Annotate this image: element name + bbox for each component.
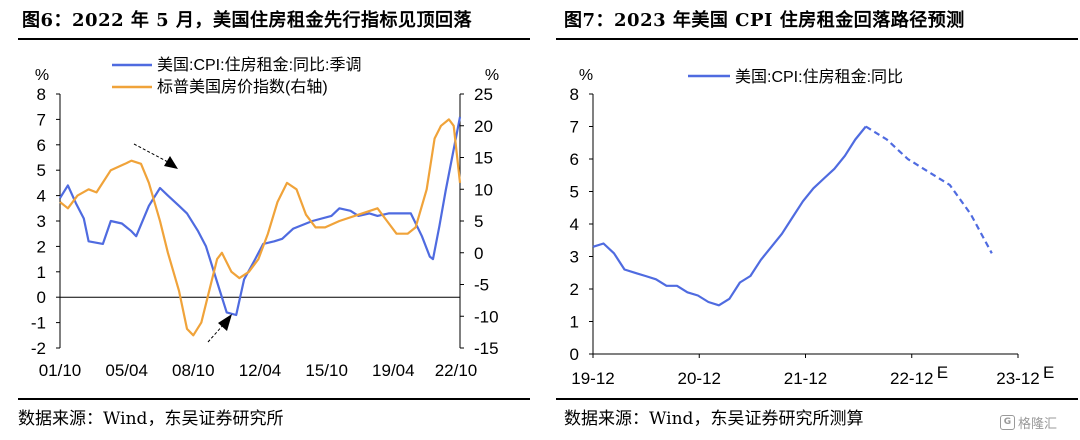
right-y-tick-label: 15 xyxy=(474,149,493,168)
x-tick-label: 19/04 xyxy=(372,361,415,380)
up-arrow-annotation xyxy=(207,323,225,343)
right-y-tick-label: 20 xyxy=(474,117,493,136)
watermark-text: 格隆汇 xyxy=(1018,416,1058,432)
rent-cpi-actual-line xyxy=(592,125,867,307)
figure-7-source: 数据来源：Wind，东吴证券研究所测算 xyxy=(564,409,864,429)
y-tick-label: 4 xyxy=(570,215,579,234)
figure-6-bottom-rule xyxy=(18,398,530,400)
left-y-tick-label: 4 xyxy=(37,187,46,206)
x-tick-label: 19-12 xyxy=(571,369,614,388)
x-tick-label: 15/10 xyxy=(305,361,348,380)
figure-6-title: 图6：2022 年 5 月，美国住房租金先行指标见顶回落 xyxy=(22,10,472,31)
x-tick-label: 21-12 xyxy=(784,369,827,388)
left-y-tick-label: 3 xyxy=(37,212,46,231)
right-y-tick-label: 0 xyxy=(474,244,483,263)
y-tick-label: 1 xyxy=(570,313,579,332)
x-tick-label: 23-12 xyxy=(996,369,1039,388)
rent-cpi-forecast-line xyxy=(865,125,993,254)
figure-7-title: 图7：2023 年美国 CPI 住房租金回落路径预测 xyxy=(564,10,965,31)
left-y-tick-label: -1 xyxy=(31,314,46,333)
right-y-tick-label: 10 xyxy=(474,180,493,199)
left-y-tick-label: 2 xyxy=(37,237,46,256)
y-tick-label: 5 xyxy=(570,183,579,202)
left-y-tick-label: 7 xyxy=(37,110,46,129)
y-tick-label: 8 xyxy=(570,85,579,104)
y-tick-label: 7 xyxy=(570,118,579,137)
down-arrow-annotation xyxy=(133,143,169,163)
legend-label: 美国:CPI:住房租金:同比 xyxy=(735,68,903,86)
x-tick-label: 22/10 xyxy=(435,361,478,380)
y-tick-label: 0 xyxy=(570,345,579,364)
left-y-tick-label: 5 xyxy=(37,161,46,180)
up-arrow-head-icon xyxy=(218,314,232,331)
x-tick-suffix: E xyxy=(937,363,948,382)
watermark-logo-icon: G xyxy=(1000,414,1015,430)
left-y-tick-label: -2 xyxy=(31,339,46,358)
legend-label: 标普美国房价指数(右轴) xyxy=(157,78,328,96)
y-tick-label: 2 xyxy=(570,280,579,299)
right-y-unit: % xyxy=(485,67,499,84)
figure-7-bottom-rule xyxy=(556,398,1078,400)
figure-6-panel: 图6：2022 年 5 月，美国住房租金先行指标见顶回落 %% 8 7 6 5 4 3 2 1 0… xyxy=(0,0,530,440)
figure-6-top-rule xyxy=(18,38,530,40)
x-tick-label: 01/10 xyxy=(39,361,82,380)
x-tick-label: 22-12 xyxy=(890,369,933,388)
left-y-tick-label: 6 xyxy=(37,136,46,155)
figure-7-top-rule xyxy=(556,38,1078,40)
down-arrow-head-icon xyxy=(164,156,178,169)
legend-label: 美国:CPI:住房租金:同比:季调 xyxy=(157,56,361,74)
left-y-tick-label: 0 xyxy=(37,288,46,307)
y-unit: % xyxy=(579,67,593,84)
figure-7-panel: 图7：2023 年美国 CPI 住房租金回落路径预测 % 8 7 6 5 4 3 2 1 0 19-… xyxy=(548,0,1080,440)
house-price-series-line xyxy=(59,118,462,337)
x-tick-label: 05/04 xyxy=(105,361,148,380)
left-y-unit: % xyxy=(35,67,49,84)
rent-cpi-series-line xyxy=(59,116,462,317)
right-y-tick-label: -15 xyxy=(474,339,499,358)
x-tick-suffix: E xyxy=(1043,363,1054,382)
y-tick-label: 3 xyxy=(570,248,579,267)
right-y-tick-label: -5 xyxy=(474,276,489,295)
figure-6-source: 数据来源：Wind，东吴证券研究所 xyxy=(18,409,284,429)
x-tick-label: 20-12 xyxy=(678,369,721,388)
watermark: G 格隆汇 xyxy=(1000,410,1078,434)
x-tick-label: 12/04 xyxy=(239,361,282,380)
left-y-tick-label: 1 xyxy=(37,263,46,282)
right-y-tick-label: 25 xyxy=(474,85,493,104)
left-y-tick-label: 8 xyxy=(37,85,46,104)
x-tick-label: 08/10 xyxy=(172,361,215,380)
right-y-tick-label: 5 xyxy=(474,212,483,231)
right-y-tick-label: -10 xyxy=(474,307,499,326)
y-tick-label: 6 xyxy=(570,150,579,169)
